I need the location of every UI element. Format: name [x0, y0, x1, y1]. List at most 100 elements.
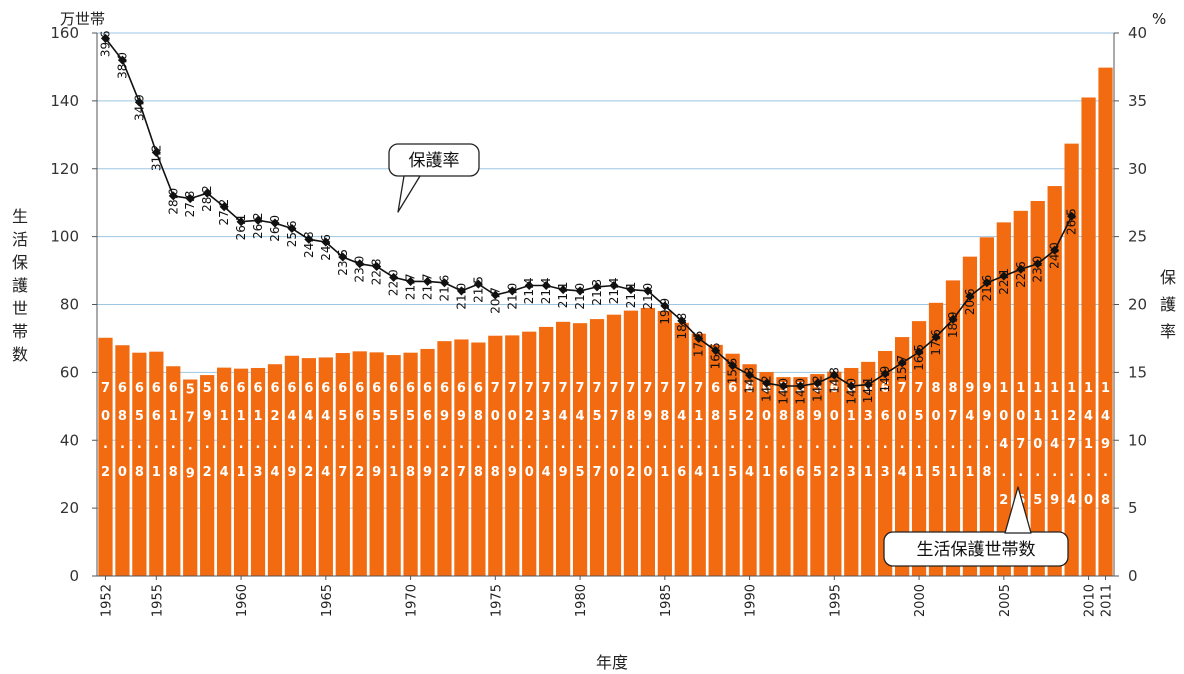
rate-value-label: 23.5: [336, 249, 350, 276]
callout-rate: 保護率: [388, 143, 480, 213]
rate-value-label: 27.8: [183, 191, 197, 218]
right-tick-label: 0: [1128, 567, 1138, 585]
left-axis-title: 生活保護世帯数: [12, 207, 28, 364]
bar: [1098, 67, 1113, 577]
bar: [267, 364, 283, 576]
bar: [572, 323, 588, 576]
bar: [1081, 97, 1096, 576]
x-tick-label: 1970: [405, 584, 420, 617]
bar: [1047, 186, 1062, 577]
bar: [878, 350, 893, 576]
bar: [386, 355, 401, 576]
right-axis-title: 保護率: [1160, 268, 1176, 341]
left-tick-label: 0: [69, 567, 79, 585]
rate-value-label: 22.1: [997, 268, 1011, 295]
bar: [1030, 200, 1045, 576]
rate-value-label: 16.6: [709, 343, 723, 370]
bar-label-layer: 7 0. 2 6 8. 0 6 5. 8 6 6. 1 6 1. 8 5 7. 9 5 9. 2 6 1. 4 6 1. 1 6 1. 3…: [101, 381, 1110, 508]
bar: [793, 377, 808, 576]
x-tick-label: 2010: [1083, 584, 1098, 617]
x-tick-label: 1995: [828, 584, 843, 617]
rate-value-label: 21.0: [573, 283, 587, 310]
grid-layer: [97, 32, 1114, 509]
rate-value-label: 39.6: [98, 30, 112, 57]
x-tick-label: 1955: [150, 584, 165, 617]
bar: [810, 374, 825, 576]
rate-value-label: 26.2: [251, 212, 265, 239]
rate-value-label: 14.2: [760, 375, 774, 402]
rate-value-label: 21.4: [607, 277, 621, 304]
rate-point: [948, 314, 958, 324]
bar: [352, 351, 367, 576]
rate-value-label: 21.7: [404, 273, 418, 300]
x-tick-label: 1980: [574, 584, 589, 617]
rate-point: [694, 333, 704, 343]
rate-point: [524, 280, 534, 291]
rate-value-label: 15.5: [726, 358, 740, 385]
bar: [895, 337, 910, 576]
rate-point: [202, 188, 212, 198]
bar: [132, 352, 147, 576]
bar: [911, 321, 927, 576]
rate-value-label: 21.4: [522, 277, 536, 304]
rate-value-label: 14.0: [844, 378, 858, 405]
rate-value-label: 21.0: [454, 283, 468, 310]
right-tick-label: 35: [1128, 92, 1147, 110]
rate-point: [507, 286, 517, 296]
bar: [98, 337, 113, 576]
rate-value-label: 21.4: [539, 277, 553, 304]
rate-value-label: 14.1: [861, 377, 875, 404]
rate-point: [761, 378, 772, 388]
left-tick-label: 160: [50, 24, 79, 42]
x-tick-label: 1990: [744, 584, 759, 617]
rate-label-layer: 39.638.0 34.9 31.2 28.0 27.8 28.227.226.1 26.2…: [98, 30, 1078, 404]
rate-value-label: 21.0: [641, 283, 655, 310]
rate-value-label: 21.5: [471, 276, 485, 303]
x-tick-label: 1952: [99, 584, 114, 617]
rate-value-label: 14.8: [827, 367, 841, 394]
bar: [708, 344, 723, 576]
rate-value-label: 27.2: [217, 199, 231, 226]
bar: [539, 326, 554, 576]
bar: [776, 377, 791, 576]
rate-value-label: 14.2: [810, 375, 824, 402]
rate-point: [745, 370, 755, 380]
rate-value-label: 18.8: [675, 313, 689, 340]
rate-point: [219, 202, 229, 212]
rate-value-label: 18.9: [946, 311, 960, 338]
rate-point: [999, 271, 1009, 281]
left-axis-unit: 万世帯: [60, 10, 105, 28]
rate-point: [338, 252, 348, 262]
right-tick-label: 30: [1128, 160, 1147, 178]
rate-value-label: 25.6: [285, 220, 299, 247]
rate-value-label: 14.0: [776, 378, 790, 405]
